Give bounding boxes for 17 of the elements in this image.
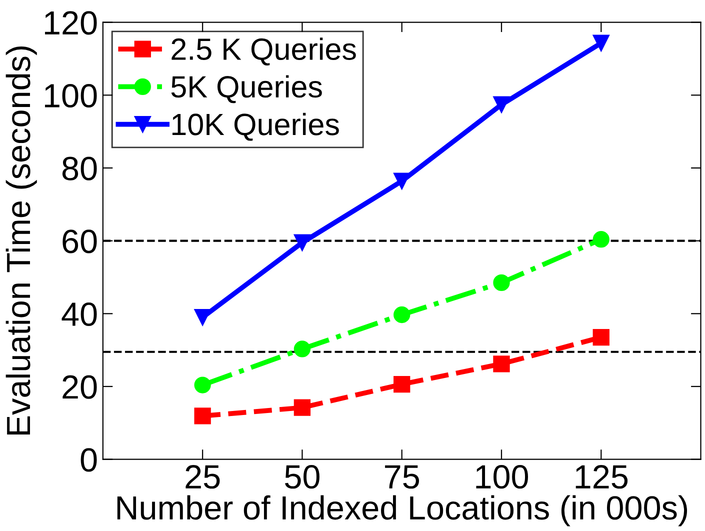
y-tick-label: 100 xyxy=(45,84,97,108)
x-tick-label: 50 xyxy=(285,465,320,489)
y-tick-label: 20 xyxy=(62,375,97,399)
y-tick-label: 40 xyxy=(62,302,97,326)
x-tick-label: 125 xyxy=(576,465,628,489)
y-tick-label: 60 xyxy=(62,230,97,254)
y-tick-label: 120 xyxy=(45,11,97,35)
y-tick-label: 0 xyxy=(80,448,97,472)
legend-label: 10K Queries xyxy=(172,112,339,141)
y-axis-title: Evaluation Time (seconds) xyxy=(6,46,37,434)
legend-label: 2.5 K Queries xyxy=(172,38,356,66)
x-tick-label: 100 xyxy=(476,465,528,489)
legend-label: 5K Queries xyxy=(171,75,322,104)
x-tick-label: 25 xyxy=(186,465,220,489)
y-tick-label: 80 xyxy=(62,156,97,180)
x-tick-label: 75 xyxy=(385,465,419,489)
x-axis-title: Number of Indexed Locations (in 000s) xyxy=(117,495,687,526)
